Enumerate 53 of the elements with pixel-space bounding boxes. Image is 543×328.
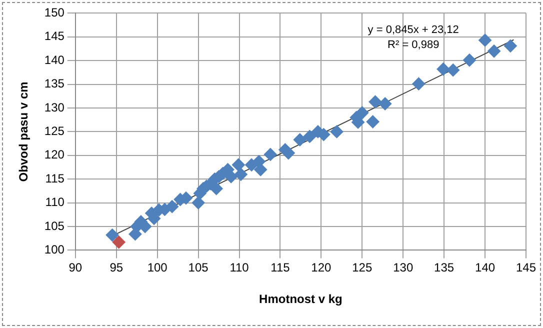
point xyxy=(368,95,382,108)
point xyxy=(356,106,369,120)
annotation: y = 0,845x + 23,12 xyxy=(368,24,459,36)
y-tick-label: 140 xyxy=(44,52,65,67)
annotation: R² = 0,989 xyxy=(388,39,440,52)
y-tick-label: 125 xyxy=(44,124,65,138)
x-tick-label: 120 xyxy=(311,260,332,275)
y-tick-label: 135 xyxy=(44,76,65,91)
point xyxy=(293,133,306,146)
point xyxy=(478,34,492,47)
point xyxy=(106,228,119,242)
point xyxy=(317,128,330,142)
point xyxy=(462,54,476,67)
x-tick-label: 140 xyxy=(475,260,496,275)
point xyxy=(192,196,205,210)
point xyxy=(412,77,426,90)
y-tick-label: 105 xyxy=(44,218,65,233)
y-tick-label: 115 xyxy=(45,171,65,186)
y-tick-label: 100 xyxy=(44,242,65,257)
x-tick-label: 130 xyxy=(393,260,414,275)
y-tick-label: 150 xyxy=(44,6,65,20)
y-tick-label: 120 xyxy=(44,148,65,162)
y-tick-label: 110 xyxy=(45,195,65,210)
point xyxy=(232,158,245,172)
x-tick-label: 110 xyxy=(230,260,250,275)
x-tick-label: 95 xyxy=(110,260,124,275)
point xyxy=(112,236,126,249)
point xyxy=(254,163,268,176)
point xyxy=(436,62,450,76)
x-tick-label: 115 xyxy=(270,260,290,275)
x-tick-label: 145 xyxy=(516,260,536,275)
x-tick-label: 90 xyxy=(68,260,82,275)
x-axis-title: Hmotnost v kg xyxy=(259,292,342,306)
point xyxy=(446,64,460,77)
x-tick-label: 100 xyxy=(147,260,168,275)
point xyxy=(224,170,238,184)
point xyxy=(330,125,344,138)
y-axis-title: Obvod pasu v cm xyxy=(16,82,31,182)
point xyxy=(166,200,179,214)
point xyxy=(264,148,277,161)
point xyxy=(366,115,380,128)
x-tick-label: 135 xyxy=(434,260,454,275)
y-tick-label: 145 xyxy=(44,29,65,44)
point xyxy=(234,168,248,181)
point xyxy=(282,146,295,160)
point xyxy=(378,97,392,110)
point xyxy=(210,182,223,196)
x-tick-label: 125 xyxy=(352,260,372,275)
point xyxy=(488,44,501,58)
y-tick-label: 130 xyxy=(44,100,65,114)
x-tick-label: 105 xyxy=(188,260,209,275)
point xyxy=(504,39,517,52)
point xyxy=(303,130,316,143)
